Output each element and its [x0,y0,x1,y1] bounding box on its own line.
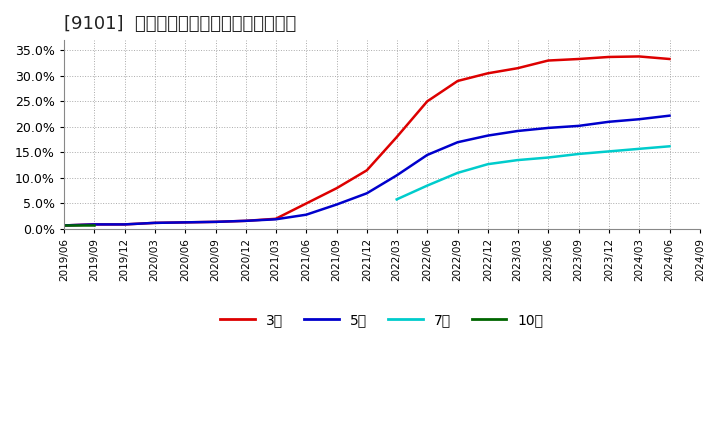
Line: 3年: 3年 [64,56,670,225]
Line: 7年: 7年 [397,146,670,199]
Line: 5年: 5年 [64,116,670,225]
Legend: 3年, 5年, 7年, 10年: 3年, 5年, 7年, 10年 [215,308,549,333]
Text: [9101]  経常利益マージンの平均値の推移: [9101] 経常利益マージンの平均値の推移 [64,15,296,33]
